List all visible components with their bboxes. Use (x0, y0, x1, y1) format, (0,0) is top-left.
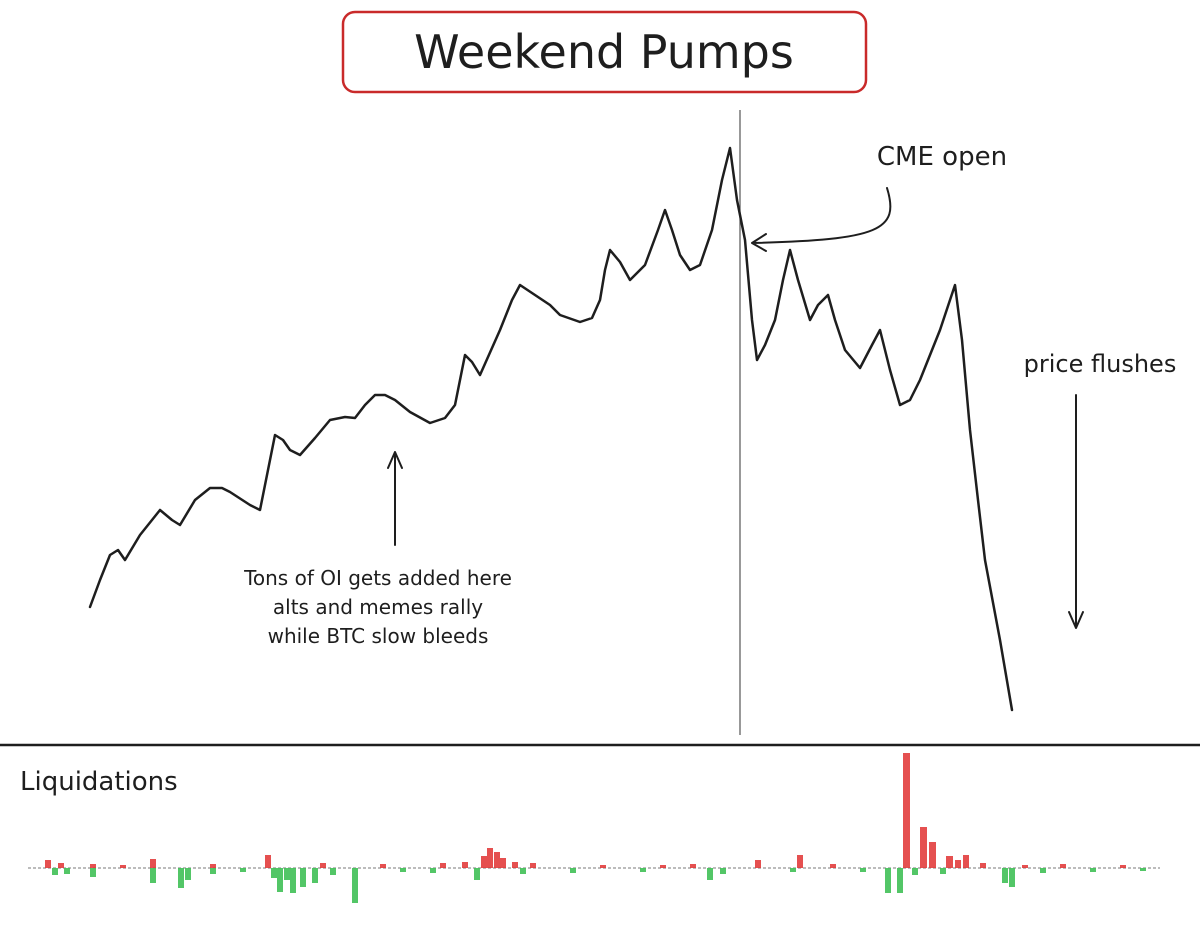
panel-label: Liquidations (20, 767, 178, 797)
price-flushes-label: price flushes (1024, 350, 1177, 378)
liq-long-bars (45, 753, 1126, 868)
price-line (88, 146, 1014, 712)
oi-note-line: alts and memes rally (273, 595, 483, 619)
oi-note-line: Tons of OI gets added here (243, 566, 512, 590)
liq-short-bars (52, 868, 1146, 903)
title-box (341, 10, 868, 94)
cme-open-label: CME open (877, 142, 1007, 172)
title: Weekend Pumps (414, 25, 794, 79)
oi-arrow (387, 451, 403, 546)
oi-note-line: while BTC slow bleeds (268, 624, 489, 648)
flush-arrow (1068, 394, 1084, 629)
cme-arrow (751, 187, 892, 252)
